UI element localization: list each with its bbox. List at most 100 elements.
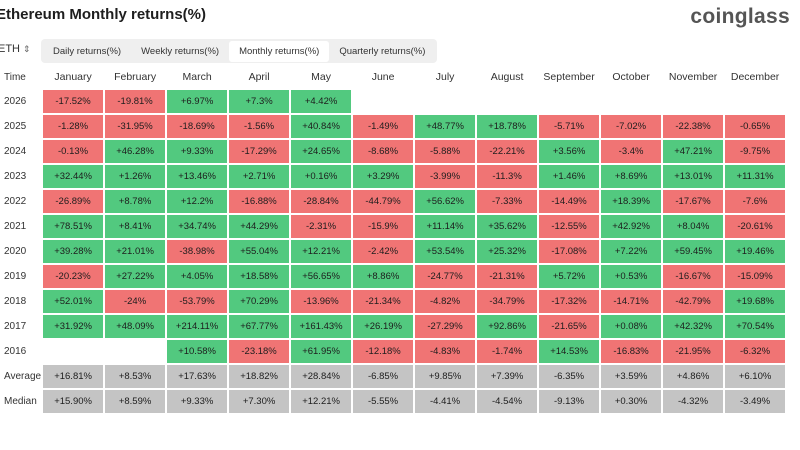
- summary-row-label: Median: [4, 396, 37, 407]
- month-column-header: September: [543, 71, 595, 83]
- return-cell: +10.58%: [167, 340, 228, 363]
- return-cell: -23.18%: [229, 340, 290, 363]
- empty-cell: [477, 90, 538, 113]
- return-cell: +24.65%: [291, 140, 352, 163]
- return-cell: +56.65%: [291, 265, 352, 288]
- return-cell: +15.90%: [43, 390, 104, 413]
- return-cell: +6.97%: [167, 90, 228, 113]
- year-row-label: 2023: [4, 171, 27, 182]
- return-cell: -14.49%: [539, 190, 600, 213]
- return-cell: -4.32%: [663, 390, 724, 413]
- return-cell: +8.69%: [601, 165, 662, 188]
- return-cell: +28.84%: [291, 365, 352, 388]
- return-cell: -9.75%: [725, 140, 786, 163]
- return-cell: -27.29%: [415, 315, 476, 338]
- return-cell: +7.39%: [477, 365, 538, 388]
- month-column-header: April: [248, 71, 270, 83]
- return-cell: +52.01%: [43, 290, 104, 313]
- return-cell: -6.32%: [725, 340, 786, 363]
- summary-row-label: Average: [4, 371, 42, 382]
- return-cell: -22.38%: [663, 115, 724, 138]
- tab-quarterly-returns[interactable]: Quarterly returns(%): [339, 45, 426, 57]
- return-cell: -15.9%: [353, 215, 414, 238]
- return-cell: -6.85%: [353, 365, 414, 388]
- year-row-label: 2026: [4, 96, 27, 107]
- year-row-label: 2018: [4, 296, 27, 307]
- year-row-label: 2024: [4, 146, 27, 157]
- return-cell: +3.56%: [539, 140, 600, 163]
- year-row: 2017 +31.92% +48.09% +214.11% +67.77% +161.43…: [2, 315, 786, 338]
- year-row-label: 2020: [4, 246, 27, 257]
- return-cell: +92.86%: [477, 315, 538, 338]
- return-cell: +5.72%: [539, 265, 600, 288]
- return-cell: +0.53%: [601, 265, 662, 288]
- month-column-header: May: [311, 71, 331, 83]
- return-cell: -5.71%: [539, 115, 600, 138]
- asset-selector[interactable]: ETH ⇕: [0, 43, 31, 55]
- return-cell: +70.54%: [725, 315, 786, 338]
- monthly-returns-table: Time January February March April May June Jul…: [0, 64, 787, 415]
- empty-cell: [415, 90, 476, 113]
- return-cell: +47.21%: [663, 140, 724, 163]
- month-column-header: December: [730, 71, 780, 83]
- year-row: 2025 -1.28% -31.95% -18.69% -1.56% +40.84% -1.…: [2, 115, 786, 138]
- month-column-header: July: [435, 71, 455, 83]
- return-cell: +48.77%: [415, 115, 476, 138]
- empty-cell: [353, 90, 414, 113]
- tab-monthly-returns[interactable]: Monthly returns(%): [229, 40, 330, 62]
- return-cell: +9.33%: [167, 140, 228, 163]
- return-cell: +12.21%: [291, 240, 352, 263]
- year-row: 2023 +32.44% +1.26% +13.46% +2.71% +0.16% +3.2…: [2, 165, 786, 188]
- returns-period-tabs: Daily returns(%) Weekly returns(%) Month…: [41, 39, 438, 63]
- return-cell: +161.43%: [291, 315, 352, 338]
- return-cell: -2.31%: [291, 215, 352, 238]
- return-cell: +214.11%: [167, 315, 228, 338]
- return-cell: -26.89%: [43, 190, 104, 213]
- return-cell: +42.92%: [601, 215, 662, 238]
- empty-cell: [663, 90, 724, 113]
- return-cell: -17.08%: [539, 240, 600, 263]
- return-cell: +14.53%: [539, 340, 600, 363]
- year-row-label: 2021: [4, 221, 27, 232]
- year-row: 2016 +10.58% -23.18% +61.95% -12.18% -4.83% -1…: [2, 340, 786, 363]
- return-cell: -4.41%: [415, 390, 476, 413]
- return-cell: -24.77%: [415, 265, 476, 288]
- year-row: 2022 -26.89% +8.78% +12.2% -16.88% -28.84% -44…: [2, 190, 786, 213]
- return-cell: +18.82%: [229, 365, 290, 388]
- tab-daily-returns[interactable]: Daily returns(%): [53, 45, 122, 57]
- return-cell: -0.13%: [43, 140, 104, 163]
- return-cell: -42.79%: [663, 290, 724, 313]
- return-cell: +17.63%: [167, 365, 228, 388]
- return-cell: +39.28%: [43, 240, 104, 263]
- empty-cell: [725, 90, 786, 113]
- return-cell: +44.29%: [229, 215, 290, 238]
- return-cell: -15.09%: [725, 265, 786, 288]
- year-row-label: 2022: [4, 196, 27, 207]
- return-cell: -9.13%: [539, 390, 600, 413]
- tab-weekly-returns[interactable]: Weekly returns(%): [141, 45, 220, 57]
- return-cell: +0.08%: [601, 315, 662, 338]
- time-column-header: Time: [4, 71, 26, 83]
- return-cell: -1.74%: [477, 340, 538, 363]
- month-column-header: August: [490, 71, 524, 83]
- empty-cell: [43, 340, 104, 363]
- return-cell: +18.39%: [601, 190, 662, 213]
- year-row: 2021 +78.51% +8.41% +34.74% +44.29% -2.31% -15…: [2, 215, 786, 238]
- return-cell: +8.41%: [105, 215, 166, 238]
- year-row: 2019 -20.23% +27.22% +4.05% +18.58% +56.65% +8…: [2, 265, 786, 288]
- return-cell: +8.53%: [105, 365, 166, 388]
- return-cell: -20.23%: [43, 265, 104, 288]
- month-column-header: June: [371, 71, 395, 83]
- return-cell: +8.78%: [105, 190, 166, 213]
- return-cell: +9.33%: [167, 390, 228, 413]
- return-cell: -3.49%: [725, 390, 786, 413]
- return-cell: +67.77%: [229, 315, 290, 338]
- return-cell: +19.68%: [725, 290, 786, 313]
- return-cell: -3.99%: [415, 165, 476, 188]
- return-cell: +40.84%: [291, 115, 352, 138]
- return-cell: -17.67%: [663, 190, 724, 213]
- empty-cell: [539, 90, 600, 113]
- return-cell: +34.74%: [167, 215, 228, 238]
- return-cell: +19.46%: [725, 240, 786, 263]
- return-cell: +0.30%: [601, 390, 662, 413]
